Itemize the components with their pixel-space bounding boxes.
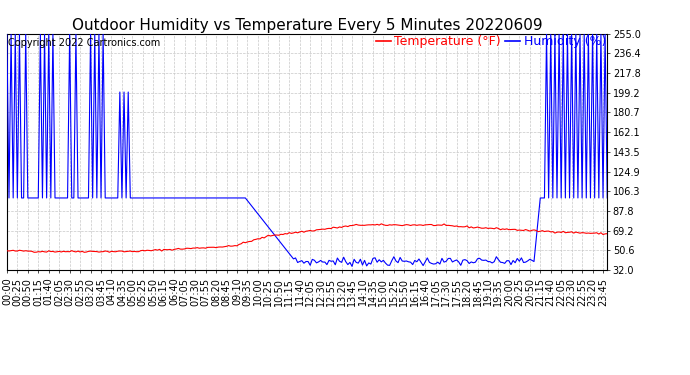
Title: Outdoor Humidity vs Temperature Every 5 Minutes 20220609: Outdoor Humidity vs Temperature Every 5 … [72, 18, 542, 33]
Legend: Temperature (°F), Humidity (%): Temperature (°F), Humidity (%) [375, 35, 606, 48]
Text: Copyright 2022 Cartronics.com: Copyright 2022 Cartronics.com [8, 39, 160, 48]
